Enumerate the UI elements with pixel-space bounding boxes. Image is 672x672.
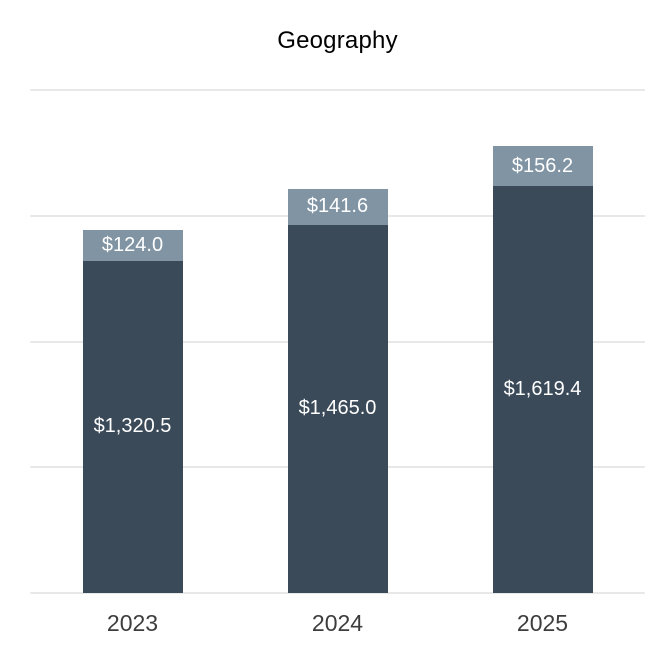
bar-segment: $141.6 <box>287 188 388 225</box>
bar-segment: $156.2 <box>492 146 593 186</box>
bar-segment: $124.0 <box>82 229 183 261</box>
chart-title: Geography <box>277 27 398 54</box>
bar-segment: $1,465.0 <box>287 224 388 593</box>
gridline <box>30 89 645 91</box>
bar-segment: $1,320.5 <box>82 260 183 593</box>
bar-value-label: $124.0 <box>101 233 164 256</box>
bar-value-label: $141.6 <box>306 195 369 218</box>
bar-segment: $1,619.4 <box>492 185 593 593</box>
bar-value-label: $1,320.5 <box>93 415 172 438</box>
bar-value-label: $1,465.0 <box>298 397 377 420</box>
x-tick-label: 2023 <box>106 610 159 636</box>
bar-value-label: $156.2 <box>511 154 574 177</box>
gridline <box>30 592 645 594</box>
x-tick-label: 2024 <box>311 610 364 636</box>
bar-value-label: $1,619.4 <box>503 377 582 400</box>
x-tick-label: 2025 <box>516 610 569 636</box>
